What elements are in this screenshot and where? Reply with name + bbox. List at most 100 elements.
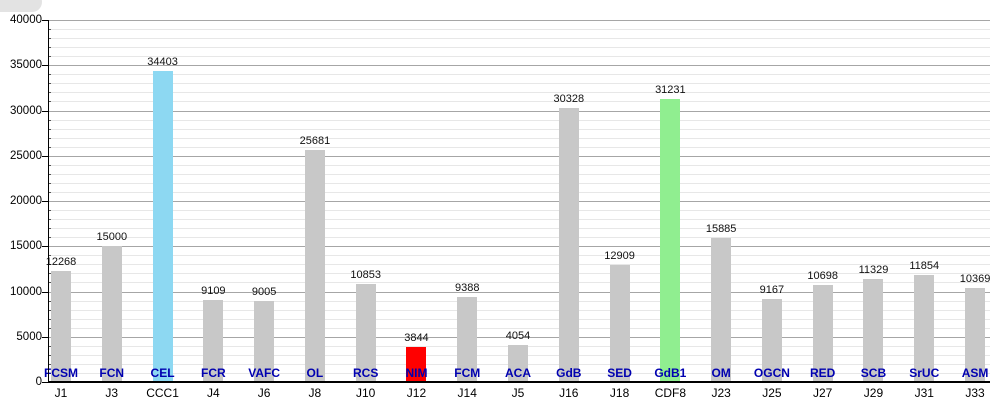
y-major-tick: [42, 201, 48, 202]
bar-value-label: 31231: [655, 84, 686, 97]
y-major-tick: [42, 20, 48, 21]
bar: [254, 300, 275, 382]
x-tick-label: J27: [813, 386, 833, 400]
bar: [51, 270, 71, 382]
gridline-minor: [48, 264, 990, 266]
bar: [508, 345, 529, 382]
bar: [761, 299, 782, 382]
bar-value-label: 9388: [454, 282, 480, 295]
gridline-minor: [48, 83, 990, 85]
bar-value-label: 9167: [759, 284, 785, 297]
y-minor-tick: [48, 38, 51, 40]
bar-club-label: NIM: [405, 366, 428, 380]
y-major-tick: [42, 155, 48, 157]
x-tick-label: J33: [965, 386, 985, 400]
y-tick-label: 5000: [16, 330, 42, 343]
y-minor-tick: [48, 264, 51, 266]
gridline-major: [48, 65, 990, 67]
bar: [203, 299, 224, 382]
x-tick-label: J5: [511, 386, 525, 400]
y-tick-label: 15000: [10, 240, 42, 253]
bar-value-label: 10853: [350, 268, 381, 281]
y-minor-tick: [48, 56, 51, 58]
x-tick-label: J31: [914, 386, 934, 400]
y-tick-label: 20000: [10, 195, 42, 207]
y-major-tick: [42, 110, 48, 112]
gridline-minor: [48, 29, 990, 31]
bar-value-label: 12268: [45, 255, 77, 268]
y-tick-label: 30000: [10, 104, 42, 117]
bar: [914, 274, 935, 382]
bar-club-label: SED: [607, 366, 632, 380]
y-minor-tick: [48, 191, 51, 193]
y-minor-tick: [48, 354, 51, 356]
x-tick-label: J14: [457, 386, 477, 400]
gridline-minor: [48, 318, 990, 320]
y-tick-label: 10000: [10, 285, 42, 298]
bar: [711, 238, 732, 382]
y-minor-tick: [48, 47, 51, 49]
x-tick-label: CCC1: [146, 386, 179, 400]
x-tick-label: J29: [863, 386, 884, 400]
y-minor-tick: [48, 273, 51, 275]
y-major-tick: [42, 336, 48, 338]
gridline-minor: [48, 327, 990, 329]
bar-value-label: 9005: [251, 285, 277, 298]
bar-club-label: RCS: [353, 366, 379, 380]
x-axis-line: [48, 381, 990, 383]
gridline-major: [48, 155, 990, 157]
y-minor-tick: [48, 119, 51, 121]
x-tick-label: J18: [609, 386, 630, 400]
bar-club-label: FCSM: [44, 366, 78, 380]
bar-club-label: OM: [711, 366, 731, 380]
gridline-minor: [48, 101, 990, 103]
gridline-minor: [48, 237, 990, 239]
bar: [609, 265, 630, 382]
y-minor-tick: [48, 255, 51, 257]
gridline-major: [48, 336, 990, 338]
bar: [863, 279, 884, 382]
screenshot-corner-artifact: [0, 0, 42, 12]
y-minor-tick: [48, 210, 51, 212]
bar-value-label: 15000: [96, 231, 128, 244]
x-tick-label: J10: [355, 386, 376, 400]
gridline-minor: [48, 273, 990, 275]
y-minor-tick: [48, 318, 51, 320]
bar-club-label: GdB1: [654, 366, 687, 380]
bar-club-label: OL: [306, 366, 324, 380]
gridline-major: [48, 20, 990, 21]
y-tick-label: 35000: [10, 59, 42, 72]
x-tick-label: J16: [559, 386, 579, 400]
y-minor-tick: [48, 372, 51, 374]
y-minor-tick: [48, 164, 51, 166]
bar-club-label: GdB: [556, 366, 582, 380]
bar-value-label: 11854: [909, 259, 940, 272]
bar: [812, 285, 833, 382]
y-major-tick: [42, 382, 48, 383]
bar: [355, 283, 376, 382]
gridline-minor: [48, 300, 990, 302]
bar-value-label: 10369: [959, 273, 991, 286]
x-tick-label: CDF8: [654, 386, 687, 400]
gridline-minor: [48, 47, 990, 49]
x-tick-label: J1: [54, 386, 68, 400]
bar-value-label: 25681: [299, 134, 331, 147]
y-minor-tick: [48, 309, 51, 311]
bar-club-label: CEL: [150, 366, 175, 380]
gridline-minor: [48, 92, 990, 94]
bar-club-label: FCR: [200, 366, 226, 380]
bar: [406, 347, 427, 382]
bar-club-label: SCB: [860, 366, 887, 380]
y-minor-tick: [48, 92, 51, 94]
bar-value-label: 12909: [604, 250, 635, 263]
y-minor-tick: [48, 137, 51, 139]
x-tick-label: J8: [308, 386, 322, 400]
gridline-minor: [48, 173, 990, 175]
x-tick-label: J23: [711, 386, 731, 400]
gridline-minor: [48, 38, 990, 40]
bar-club-label: FCN: [99, 366, 125, 380]
bar-club-label: ACA: [505, 366, 532, 380]
gridline-minor: [48, 74, 990, 76]
y-major-tick: [42, 65, 48, 67]
